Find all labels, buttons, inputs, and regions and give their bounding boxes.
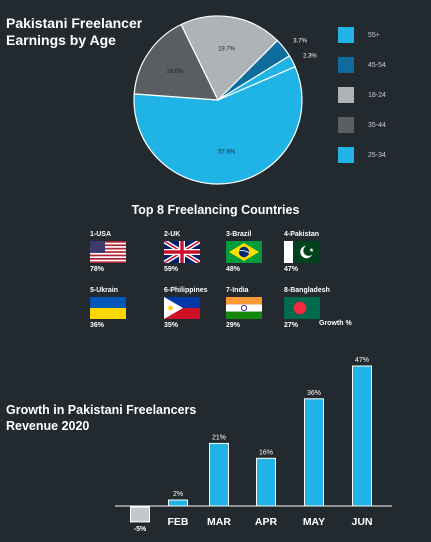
country-name: 7-India (226, 287, 249, 294)
country-name: 6-Philippines (164, 287, 208, 294)
country-name: 1-USA (90, 231, 112, 238)
legend-swatch (338, 87, 354, 103)
bar-value-label: 21% (212, 434, 226, 441)
bar-category-label: MAY (303, 516, 325, 528)
bar-category-label: JUN (351, 516, 372, 528)
bar-category-label: APR (255, 516, 278, 528)
bar-MAY (304, 398, 324, 507)
pie-slice-label: 16.6% (166, 69, 184, 75)
legend-swatch (338, 117, 354, 133)
bar-MAR (209, 442, 229, 507)
country-percent: 48% (226, 266, 241, 273)
india-flag-icon (226, 297, 262, 319)
country-name: 2-UK (164, 231, 181, 238)
country-percent: 59% (164, 266, 179, 273)
usa-flag-icon (90, 241, 126, 263)
pie-legend: 55+ 45-54 18-24 35-44 25-34 (338, 20, 386, 170)
legend-swatch (338, 147, 354, 163)
country-percent: 36% (90, 322, 105, 329)
country-india: 7-India 29% (226, 286, 296, 329)
bar-value-label: 36% (307, 390, 321, 397)
country-percent: 27% (284, 322, 299, 329)
pie-chart: 57.6% 16.6% 19.7% 3.7% 2.3% (133, 15, 317, 185)
country-uk: 2-UK 59% (164, 230, 234, 273)
legend-swatch (338, 27, 354, 43)
legend-label: 35-44 (368, 121, 386, 129)
growth-percent-label: Growth % (319, 320, 352, 327)
bar-chart-title: Growth in Pakistani Freelancers Revenue … (6, 403, 197, 433)
legend-item: 18-24 (338, 80, 386, 110)
country-percent: 47% (284, 266, 299, 273)
pie-slice-label: 19.7% (218, 47, 236, 53)
country-philippines: 6-Philippines 35% (164, 286, 234, 329)
legend-swatch (338, 57, 354, 73)
country-percent: 29% (226, 322, 241, 329)
country-percent: 78% (90, 266, 105, 273)
country-bangladesh: 8-Bangladesh 27% (284, 286, 354, 329)
ukraine-flag-icon (90, 297, 126, 319)
legend-label: 18-24 (368, 91, 386, 99)
country-pakistan: 4-Pakistan 47% (284, 230, 354, 273)
pie-chart-title: Pakistani Freelancer Earnings by Age (6, 15, 143, 48)
legend-item: 35-44 (338, 110, 386, 140)
country-ukraine: 5-Ukrain 36% (90, 286, 160, 329)
legend-label: 55+ (368, 31, 380, 39)
pie-slice-label: 57.6% (218, 149, 236, 155)
bar-first (130, 506, 150, 523)
country-name: 3-Brazil (226, 231, 252, 238)
brazil-flag-icon (226, 241, 262, 263)
bar-category-label: MAR (207, 516, 231, 528)
pakistan-flag-icon (284, 241, 320, 263)
legend-item: 45-54 (338, 50, 386, 80)
legend-label: 45-54 (368, 61, 386, 69)
bar-JUN (352, 365, 372, 507)
uk-flag-icon (164, 241, 200, 263)
pie-slice-label: 2.3% (303, 54, 317, 60)
pie-slice-35-44 (133, 23, 219, 101)
countries-title: Top 8 Freelancing Countries (131, 203, 300, 217)
legend-item: 25-34 (338, 140, 386, 170)
pie-slice-18-24 (180, 15, 279, 102)
bar-APR (256, 457, 276, 507)
bar-value-label: 2% (173, 491, 183, 498)
bar-value-label: 16% (259, 449, 273, 456)
legend-item: 55+ (338, 20, 386, 50)
country-brazil: 3-Brazil 48% (226, 230, 296, 273)
legend-label: 25-34 (368, 151, 386, 159)
country-percent: 35% (164, 322, 179, 329)
philippines-flag-icon (164, 297, 200, 319)
country-name: 8-Bangladesh (284, 287, 330, 294)
bar-FEB (168, 499, 188, 507)
bar-category-label: FEB (168, 516, 189, 528)
pie-slice-label: 3.7% (293, 38, 307, 44)
bangladesh-flag-icon (284, 297, 320, 319)
country-usa: 1-USA 78% (90, 230, 160, 273)
pie-slice-55+ (217, 55, 296, 101)
country-name: 4-Pakistan (284, 231, 320, 238)
bar-value-label: -5% (134, 526, 147, 533)
country-name: 5-Ukrain (90, 287, 119, 294)
pie-slice-25-34 (133, 65, 303, 185)
bar-value-label: 47% (355, 357, 369, 364)
